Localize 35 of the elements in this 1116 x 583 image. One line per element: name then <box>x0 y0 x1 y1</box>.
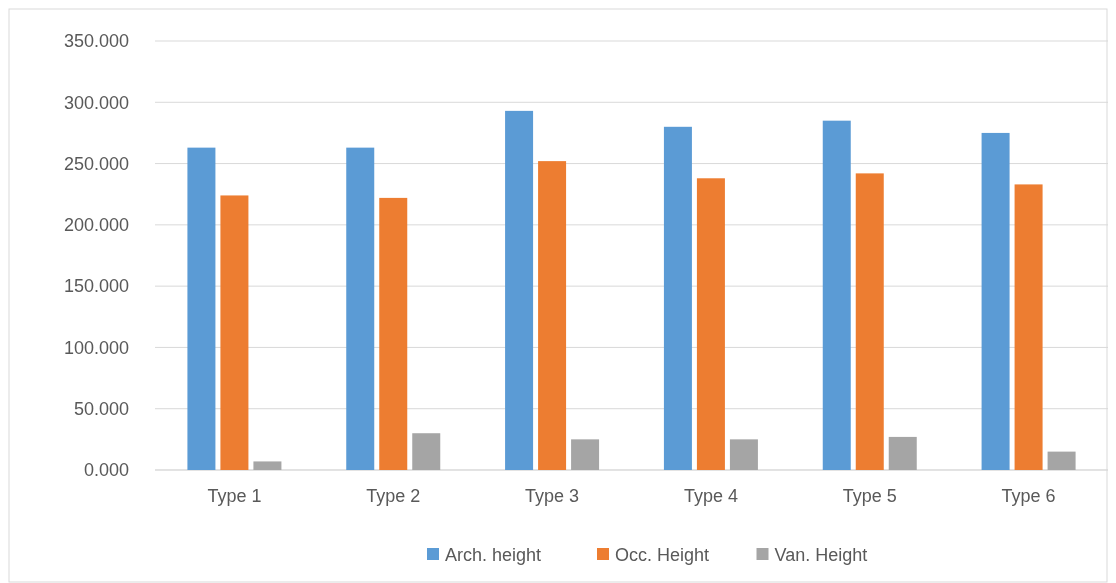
y-tick-label: 50.000 <box>73 399 129 420</box>
x-tick-label: Type 5 <box>842 486 897 506</box>
bar <box>822 120 851 470</box>
bar <box>888 436 917 470</box>
x-tick-label: Type 4 <box>683 486 738 506</box>
bar <box>253 461 282 470</box>
x-tick-label: Type 1 <box>207 486 262 506</box>
bar <box>220 195 249 470</box>
x-tick-label: Type 6 <box>1001 486 1056 506</box>
bar <box>412 433 441 470</box>
y-tick-label: 250.000 <box>63 153 129 174</box>
bar <box>379 197 408 470</box>
y-tick-label: 100.000 <box>63 337 129 358</box>
bar <box>187 147 216 470</box>
bar <box>855 173 884 470</box>
bar <box>981 132 1010 470</box>
legend-label: Van. Height <box>774 545 868 566</box>
y-tick-label: 0.000 <box>83 460 129 481</box>
y-tick-label: 200.000 <box>63 215 129 236</box>
legend-label: Arch. height <box>445 545 542 566</box>
bar <box>663 126 692 470</box>
x-tick-label: Type 3 <box>525 486 580 506</box>
bar <box>538 161 567 470</box>
bar <box>505 110 534 470</box>
bar <box>346 147 375 470</box>
x-tick-label: Type 2 <box>366 486 421 506</box>
bar <box>1014 184 1043 470</box>
y-tick-label: 300.000 <box>63 92 129 113</box>
bar <box>729 439 758 470</box>
legend-label: Occ. Height <box>615 545 710 566</box>
bar <box>1047 451 1076 470</box>
y-tick-label: 350.000 <box>63 31 129 52</box>
bar <box>571 439 600 470</box>
bar <box>696 178 725 470</box>
y-tick-label: 150.000 <box>63 276 129 297</box>
